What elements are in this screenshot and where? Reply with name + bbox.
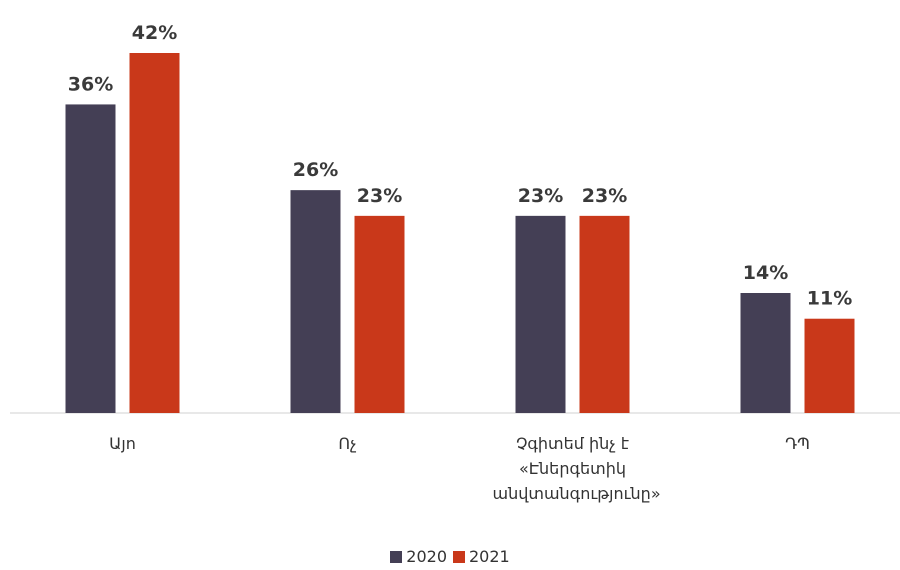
legend: 2020 2021 (0, 547, 900, 567)
data-label: 42% (132, 22, 177, 44)
bar (515, 215, 566, 413)
bar (804, 318, 855, 413)
legend-item: 2020 (390, 547, 447, 566)
data-label: 23% (357, 185, 402, 207)
data-label: 11% (807, 288, 852, 310)
data-label: 23% (582, 185, 627, 207)
x-tick-label: ԴՊ (785, 434, 810, 453)
data-label: 14% (743, 262, 788, 284)
bar (354, 215, 405, 413)
bar (579, 215, 630, 413)
x-tick-label: Չգիտեմ ինչ է «Էներգետիկ անվտանգությունը» (492, 434, 661, 503)
legend-swatch (390, 550, 403, 563)
x-tick-label: Այո (109, 434, 136, 453)
data-label: 23% (518, 185, 563, 207)
bar (290, 190, 341, 413)
bar (129, 53, 180, 413)
x-tick-label: Ոչ (338, 434, 357, 453)
legend-label: 2020 (406, 547, 447, 566)
bar (740, 293, 791, 413)
legend-swatch (453, 550, 465, 563)
bar (65, 104, 116, 413)
data-label: 26% (293, 159, 338, 181)
legend-item: 2021 (453, 547, 510, 566)
data-label: 36% (68, 73, 113, 95)
legend-label: 2021 (469, 547, 510, 566)
